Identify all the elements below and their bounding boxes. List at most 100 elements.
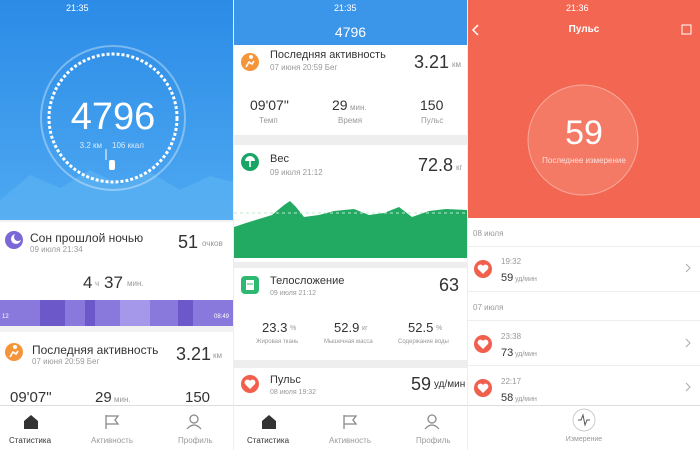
activity-distance-unit: км (213, 351, 222, 360)
header-steps: 4796 (334, 24, 367, 40)
activity-time: 29 (95, 389, 112, 406)
measurement-row[interactable] (468, 320, 700, 366)
pulse-value: 59 (565, 114, 603, 152)
sleep-score: 51 (178, 232, 199, 252)
sleep-bar (0, 300, 233, 326)
body-water-value: 52.5 (408, 320, 434, 335)
item-value: 59 (501, 272, 514, 284)
item-unit: уд/мин (515, 351, 537, 358)
activity-title: Последняя активность (32, 343, 159, 357)
item-time: 23:38 (501, 332, 522, 341)
sleep-hours: 4 (83, 273, 93, 292)
steps-calories: 106 ккал (112, 141, 144, 150)
sleep-hours-unit: ч (95, 279, 100, 288)
steps-value: 4796 (70, 96, 156, 138)
activity-pulse-label: Пульс (421, 116, 444, 125)
nav-measure[interactable]: Измерение (565, 436, 603, 443)
heart-icon (474, 260, 492, 278)
sleep-minutes: 37 (104, 273, 123, 292)
weight-date: 09 июля 21:12 (270, 168, 323, 177)
chevrons (685, 263, 691, 392)
heart-icon (474, 379, 492, 397)
status-time: 21:35 (66, 3, 89, 13)
nav-activity[interactable]: Активность (91, 436, 134, 445)
pulse-caption: Последнее измерение (542, 156, 626, 165)
activity-pace: 09'07" (250, 97, 289, 113)
weight-value: 72.8 (418, 155, 454, 175)
activity-time-unit: мин. (114, 395, 131, 404)
status-time: 21:36 (566, 3, 589, 13)
sleep-icon (5, 231, 23, 249)
body-muscle-label: Мышечная масса (324, 339, 373, 345)
activity-pulse: 150 (185, 389, 211, 406)
activity-pace-label: Темп (259, 116, 278, 125)
weight-icon (241, 153, 259, 171)
activity-time: 29 (332, 97, 348, 113)
item-time: 19:32 (501, 257, 522, 266)
band-icon (109, 160, 115, 170)
body-fat-label: Жировая ткань (256, 339, 299, 345)
item-time: 22:17 (501, 377, 522, 386)
activity-pace: 09'07" (10, 389, 52, 406)
body-icon (241, 276, 259, 294)
pulse-date: 08 июля 19:32 (270, 389, 317, 396)
weight-chart (234, 201, 467, 258)
measurement-row[interactable] (468, 246, 700, 292)
body-muscle-unit: кг (362, 325, 368, 332)
pulse-card[interactable] (234, 368, 467, 405)
ring-outer (40, 45, 186, 191)
group-date: 07 июля (473, 303, 504, 312)
nav-icons (24, 414, 202, 430)
activity-time-label: Время (338, 116, 363, 125)
sleep-date: 09 июля 21:34 (30, 245, 83, 254)
nav-statistics[interactable]: Статистика (247, 436, 290, 445)
body-card[interactable] (234, 268, 467, 360)
body-fat-value: 23.3 (262, 320, 288, 335)
body-muscle-value: 52.9 (334, 320, 360, 335)
steps-graphics (0, 45, 233, 220)
sleep-minutes-unit: мин. (127, 279, 144, 288)
sleep-card[interactable] (0, 222, 233, 300)
nav-statistics[interactable]: Статистика (9, 436, 52, 445)
item-value: 58 (501, 392, 514, 404)
nav-profile[interactable]: Профиль (178, 436, 213, 445)
ring-progress (47, 52, 179, 184)
activity-distance: 3.21 (176, 344, 212, 364)
body-water-label: Содержание воды (398, 339, 449, 345)
activity-subtitle: 07 июня 20:59 Бег (270, 63, 338, 72)
group-date: 08 июля (473, 229, 504, 238)
pulse-icon (241, 375, 259, 393)
heart-icon (474, 335, 492, 353)
body-date: 09 июля 21:12 (270, 290, 317, 297)
activity-title: Последняя активность (270, 49, 386, 61)
activity-card[interactable] (234, 45, 467, 135)
activity-time-unit: мин. (350, 103, 367, 112)
screen-overview: 21:35 4796 Последняя активность 07 июня … (234, 0, 467, 450)
body-title: Телосложение (270, 275, 345, 287)
share-button[interactable] (681, 24, 692, 35)
header-graphics (471, 24, 692, 196)
nav-icons (262, 414, 440, 430)
back-button[interactable] (471, 24, 479, 36)
pulse-unit: уд/мин (434, 379, 466, 390)
item-unit: уд/мин (515, 396, 537, 403)
measure-icon[interactable] (572, 408, 596, 432)
status-time: 21:35 (334, 3, 357, 13)
sleep-bar-start: 12 (2, 314, 9, 320)
bottom-nav (0, 405, 233, 450)
activity-distance-unit: км (452, 60, 461, 69)
mountains (0, 170, 233, 220)
activity-card[interactable] (0, 332, 233, 405)
sleep-title: Сон прошлой ночью (30, 231, 144, 245)
screen-title: Пульс (568, 24, 600, 35)
sleep-score-unit: очков (202, 239, 223, 248)
item-value: 73 (501, 347, 514, 359)
body-score: 63 (439, 275, 460, 295)
nav-profile[interactable]: Профиль (416, 436, 451, 445)
activity-distance: 3.21 (414, 52, 450, 72)
activity-pulse: 150 (420, 97, 444, 113)
sleep-bar-end: 08:49 (214, 314, 230, 320)
nav-activity[interactable]: Активность (329, 436, 372, 445)
weight-title: Вес (270, 153, 289, 165)
screen-pulse: 21:36 Пульс 59 Последнее измерение 08 ию… (468, 0, 700, 450)
